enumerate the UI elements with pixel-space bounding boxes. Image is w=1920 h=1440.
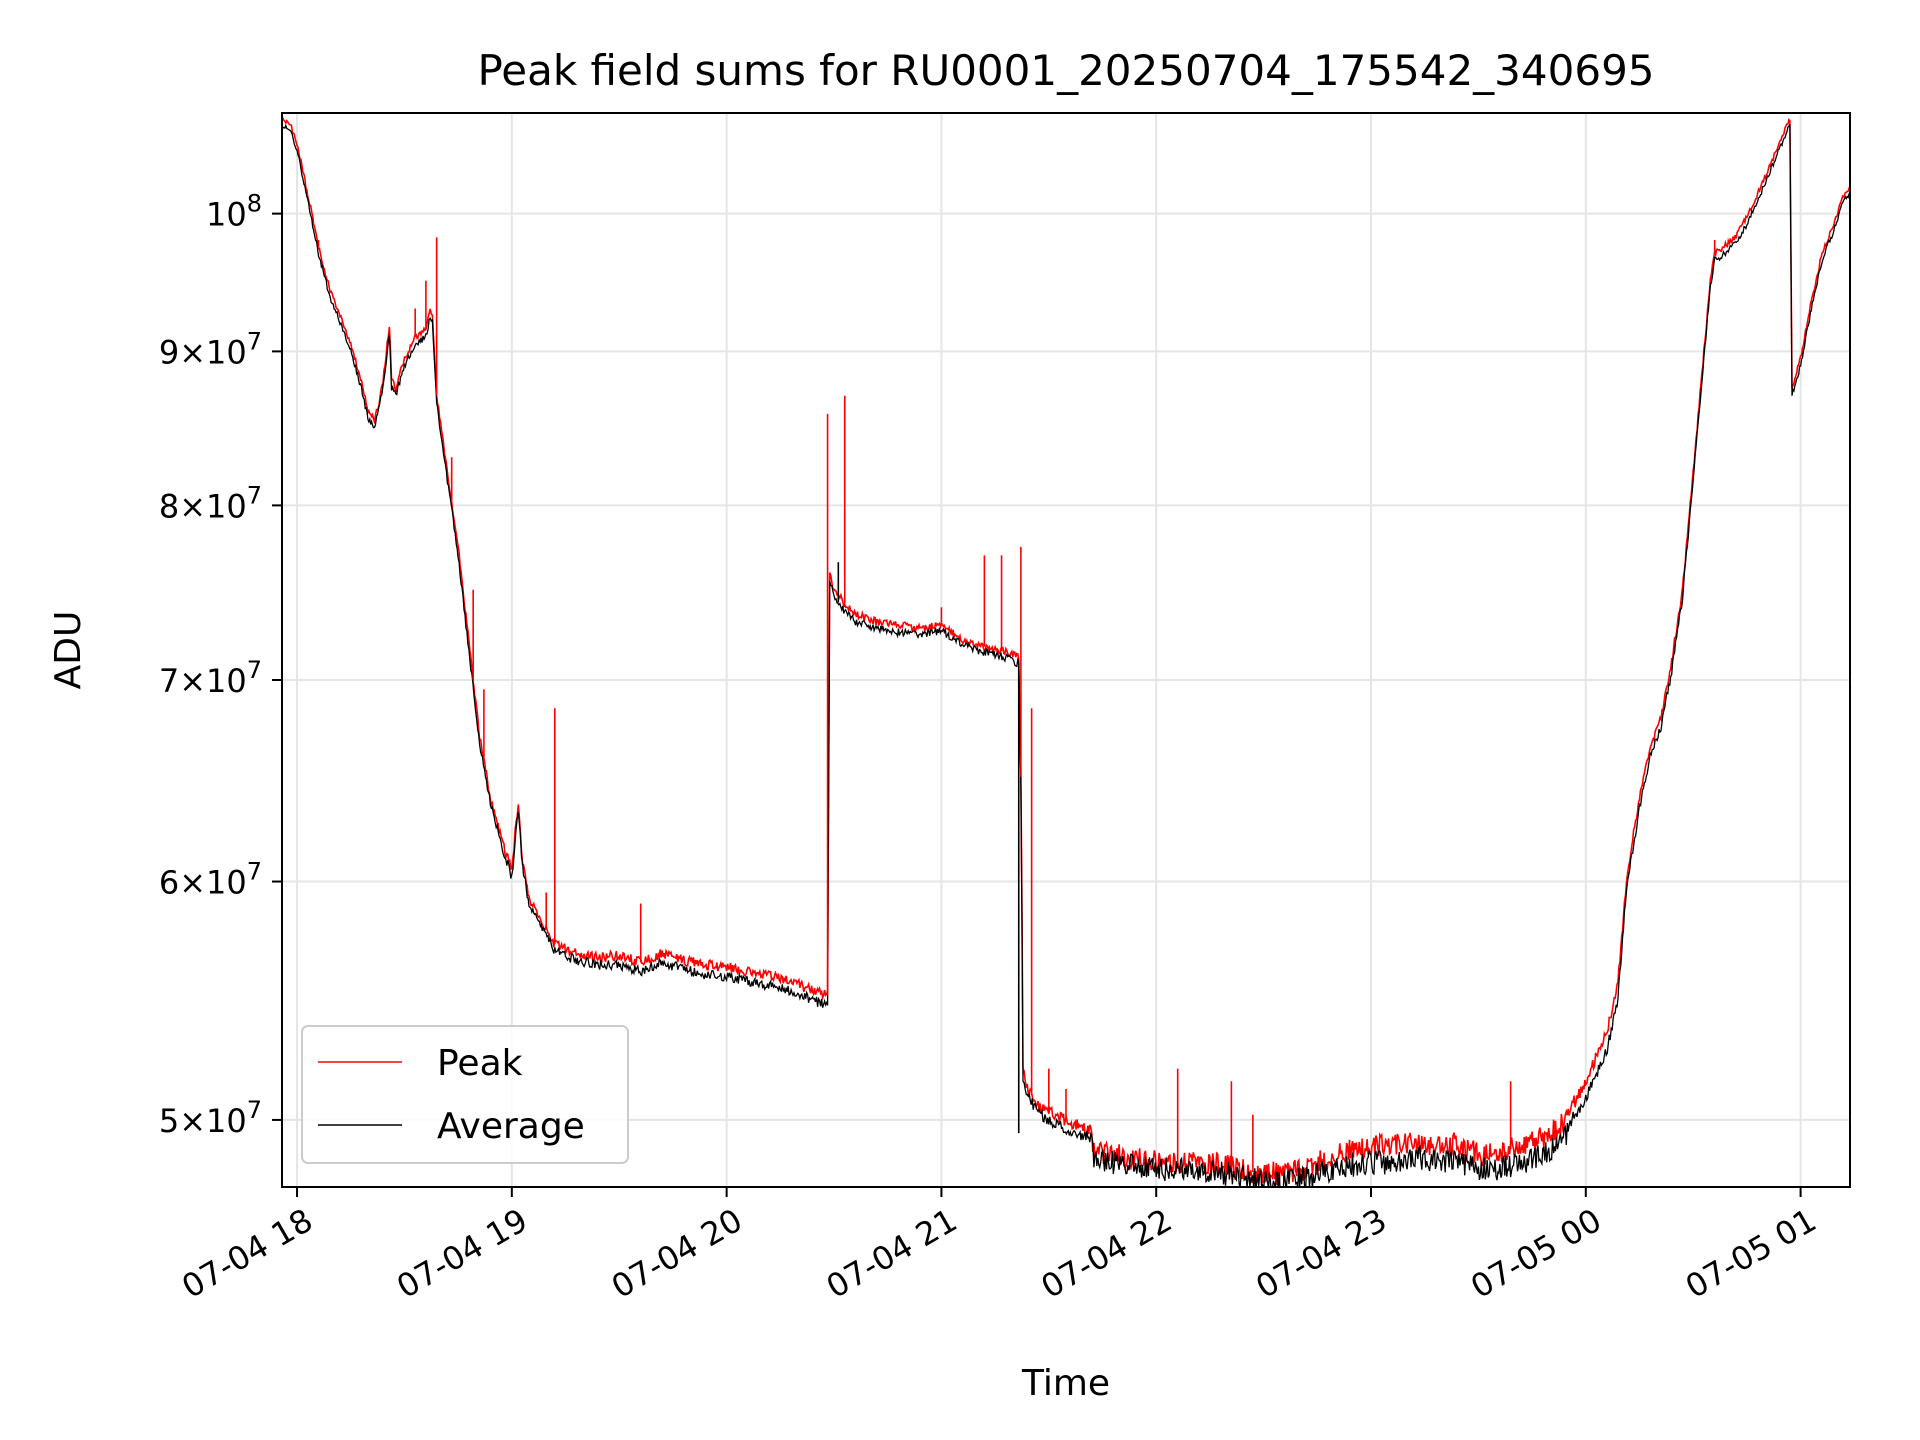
plot-frame	[281, 112, 1851, 1188]
x-axis-label: Time	[1021, 1363, 1110, 1404]
y-tick-label: 7×107	[159, 656, 262, 700]
y-tick-label: 6×107	[159, 858, 262, 902]
y-axis-label: ADU	[48, 611, 89, 690]
series-line-average	[282, 123, 1850, 1187]
y-tick-label: 9×107	[159, 327, 262, 371]
legend-box	[301, 1025, 629, 1164]
y-tick-label: 108	[206, 190, 262, 234]
y-tick-label: 8×107	[159, 481, 262, 525]
series-layer	[282, 116, 1850, 1187]
y-tick-label: 5×107	[159, 1096, 262, 1140]
series-clip-group	[282, 116, 1850, 1187]
chart-title: Peak field sums for RU0001_20250704_1755…	[477, 46, 1654, 95]
legend-label-peak: Peak	[437, 1043, 523, 1084]
y-axis: 5×107 6×107 7×107 8×107 9×107 108	[159, 190, 282, 1140]
legend-label-average: Average	[437, 1106, 585, 1147]
legend: Peak Average	[301, 1025, 629, 1164]
